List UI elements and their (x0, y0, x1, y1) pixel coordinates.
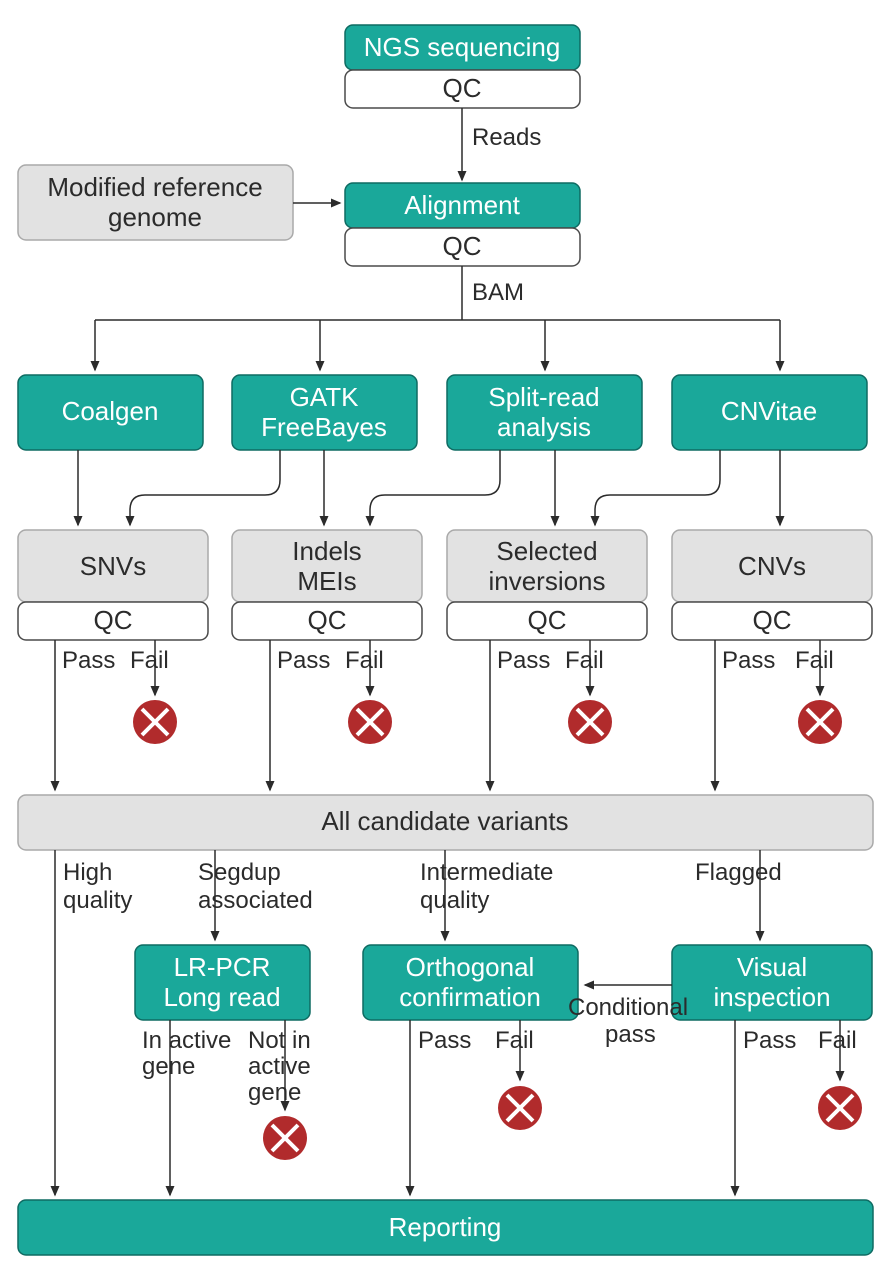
cnv-pass: Pass (722, 647, 775, 674)
lrpcr-box: LR-PCR Long read (135, 945, 310, 1020)
gatk-l2: FreeBayes (261, 412, 387, 442)
snv-label: SNVs (80, 551, 146, 581)
modref-box: Modified reference genome (18, 165, 293, 240)
modref-l2: genome (108, 202, 202, 232)
fail-icon-2 (348, 700, 392, 744)
indel-qc: QC (308, 605, 347, 635)
indel-fail: Fail (345, 647, 384, 674)
lrp-l2: gene (142, 1053, 195, 1080)
tool-splitread: Split-read analysis (447, 375, 642, 450)
vis-pass: Pass (743, 1027, 796, 1054)
ngs-qc-label: QC (443, 73, 482, 103)
fail-icon-1 (133, 700, 177, 744)
split-l1: Split-read (488, 382, 599, 412)
fail-icon-5 (263, 1116, 307, 1160)
fail-icon-6 (498, 1086, 542, 1130)
fail-icon-3 (568, 700, 612, 744)
inv-fail: Fail (565, 647, 604, 674)
cnvitae-label: CNVitae (721, 396, 817, 426)
bam-label: BAM (472, 279, 524, 306)
vis-l2: inspection (713, 982, 830, 1012)
iq-l1: Intermediate (420, 859, 553, 886)
lrf-l3: gene (248, 1079, 301, 1106)
reporting-label: Reporting (389, 1212, 502, 1242)
modref-l1: Modified reference (47, 172, 262, 202)
lr-l1: LR-PCR (174, 952, 271, 982)
flag-l: Flagged (695, 859, 782, 886)
indel-l1: Indels (292, 536, 361, 566)
var-cnv: CNVs QC (672, 530, 872, 640)
cnv-qc: QC (753, 605, 792, 635)
hq-l2: quality (63, 887, 132, 914)
seg-l1: Segdup (198, 859, 281, 886)
lrf-l2: active (248, 1053, 311, 1080)
inv-pass: Pass (497, 647, 550, 674)
ortho-l2: confirmation (399, 982, 541, 1012)
ortho-box: Orthogonal confirmation (363, 945, 578, 1020)
snv-pass: Pass (62, 647, 115, 674)
split-l2: analysis (497, 412, 591, 442)
arrow-cnv-inv (595, 450, 720, 525)
iq-l2: quality (420, 887, 489, 914)
gatk-l1: GATK (290, 382, 360, 412)
indel-l2: MEIs (297, 566, 356, 596)
snv-qc: QC (94, 605, 133, 635)
ngs-label: NGS sequencing (364, 32, 561, 62)
reporting-box: Reporting (18, 1200, 873, 1255)
inv-qc: QC (528, 605, 567, 635)
hq-l1: High (63, 859, 112, 886)
inv-l2: inversions (488, 566, 605, 596)
cnv-fail: Fail (795, 647, 834, 674)
align-label: Alignment (404, 190, 520, 220)
align-qc-label: QC (443, 231, 482, 261)
reads-label: Reads (472, 124, 541, 151)
ortho-pass: Pass (418, 1027, 471, 1054)
align-box: Alignment QC (345, 183, 580, 266)
vis-fail: Fail (818, 1027, 857, 1054)
cond-l1: Conditional (568, 994, 688, 1021)
vis-l1: Visual (737, 952, 807, 982)
var-indel: Indels MEIs QC (232, 530, 422, 640)
tool-cnvitae: CNVitae (672, 375, 867, 450)
lrf-l1: Not in (248, 1027, 311, 1054)
cnv-label: CNVs (738, 551, 806, 581)
ortho-l1: Orthogonal (406, 952, 535, 982)
arrow-gatk-snv (130, 450, 280, 525)
coalgen-label: Coalgen (62, 396, 159, 426)
cond-l2: pass (605, 1021, 656, 1048)
arrow-split-indel (370, 450, 500, 525)
tool-coalgen: Coalgen (18, 375, 203, 450)
lrp-l1: In active (142, 1027, 231, 1054)
var-inv: Selected inversions QC (447, 530, 647, 640)
fail-icon-7 (818, 1086, 862, 1130)
tool-gatk: GATK FreeBayes (232, 375, 417, 450)
ortho-fail: Fail (495, 1027, 534, 1054)
candidates-label: All candidate variants (321, 806, 568, 836)
var-snv: SNVs QC (18, 530, 208, 640)
visual-box: Visual inspection (672, 945, 872, 1020)
indel-pass: Pass (277, 647, 330, 674)
seg-l2: associated (198, 887, 313, 914)
candidates-box: All candidate variants (18, 795, 873, 850)
lr-l2: Long read (163, 982, 280, 1012)
ngs-box: NGS sequencing QC (345, 25, 580, 108)
inv-l1: Selected (496, 536, 597, 566)
fail-icon-4 (798, 700, 842, 744)
snv-fail: Fail (130, 647, 169, 674)
